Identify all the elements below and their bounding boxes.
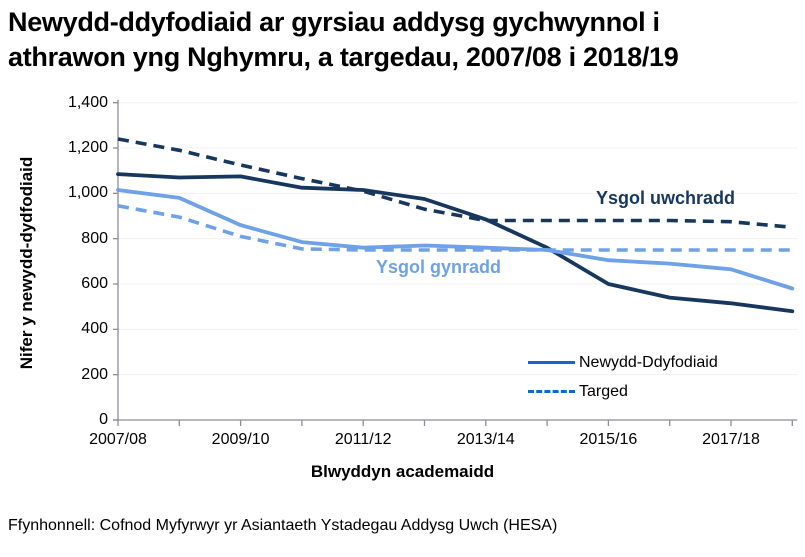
legend-item-newydd-ddyfodiaid: Newydd-Ddyfodiaid — [528, 348, 718, 377]
x-tick-label: 2013/14 — [456, 431, 515, 448]
legend-label: Targed — [579, 382, 628, 400]
chart-area: Nifer y newydd-dydfodiaid Blwyddyn acade… — [0, 93, 805, 557]
chart-title-line1: Newydd-ddyfodiaid ar gyrsiau addysg gych… — [8, 7, 660, 37]
y-tick-label: 1,000 — [67, 184, 108, 202]
x-tick-label: 2011/12 — [334, 431, 392, 448]
series-label-ysgol-gynradd: Ysgol gynradd — [376, 257, 502, 277]
y-tick-label: 0 — [99, 411, 108, 428]
x-tick-label: 2007/08 — [89, 431, 147, 448]
y-axis-title: Nifer y newydd-dydfodiaid — [17, 156, 36, 370]
y-tick-label: 200 — [81, 365, 108, 383]
y-tick-label: 400 — [81, 320, 108, 338]
x-tick-label: 2017/18 — [702, 431, 760, 448]
chart-title-line2: athrawon yng Nghymru, a targedau, 2007/0… — [8, 42, 679, 72]
x-tick-label: 2015/16 — [579, 431, 638, 448]
chart-title: Newydd-ddyfodiaid ar gyrsiau addysg gych… — [8, 5, 800, 75]
y-tick-label: 600 — [81, 275, 108, 292]
line-chart-plot — [113, 99, 798, 426]
source-note: Ffynhonnell: Cofnod Myfyrwyr yr Asiantae… — [8, 517, 558, 534]
y-tick-label: 1,400 — [67, 93, 108, 111]
x-tick-label: 2009/10 — [211, 431, 270, 448]
y-tick-label: 1,200 — [67, 139, 108, 157]
legend-item-targed: Targed — [528, 377, 718, 406]
x-axis-title: Blwyddyn academaidd — [310, 462, 495, 481]
y-tick-label: 800 — [81, 229, 108, 247]
series-line-0 — [116, 172, 795, 314]
series-line-2 — [116, 188, 795, 291]
dashed-line-swatch — [528, 390, 575, 393]
legend-label: Newydd-Ddyfodiaid — [579, 353, 718, 371]
solid-line-swatch — [528, 361, 575, 364]
series-line-3 — [117, 204, 793, 252]
series-label-ysgol-uwchradd: Ysgol uwchradd — [596, 188, 736, 208]
series-line-1 — [117, 137, 793, 230]
chart-legend: Newydd-Ddyfodiaid Targed — [528, 348, 718, 406]
